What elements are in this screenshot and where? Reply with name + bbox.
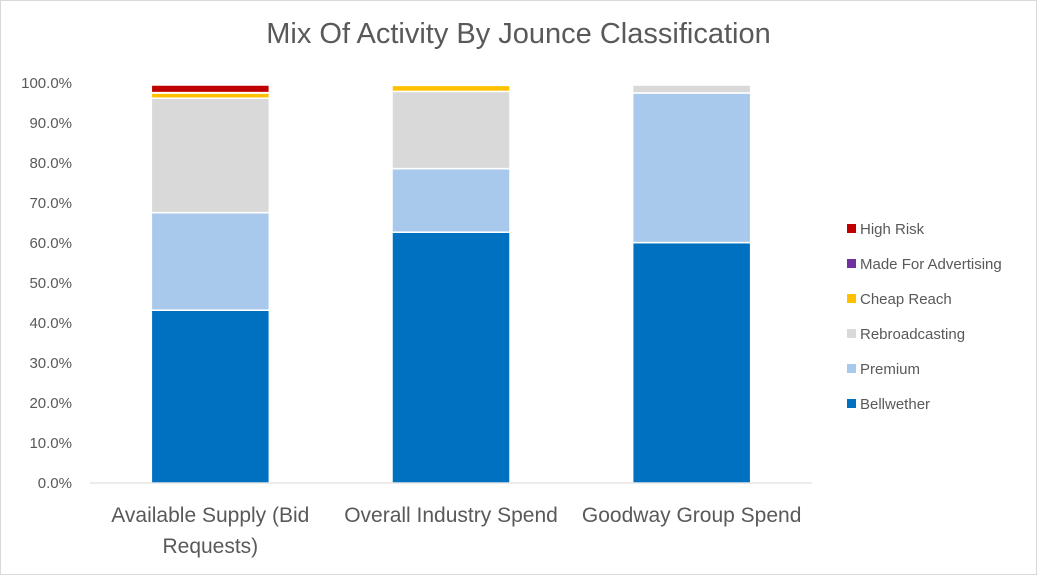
- bar-segment: [150, 84, 271, 94]
- legend-swatch: [847, 399, 856, 408]
- legend-label: Premium: [860, 361, 920, 378]
- bar-segment: [391, 231, 511, 484]
- y-tick-label: 10.0%: [29, 435, 72, 452]
- y-tick-label: 70.0%: [29, 195, 72, 212]
- bar-segment: [631, 84, 752, 94]
- bar-segment: [391, 90, 511, 170]
- y-tick-label: 50.0%: [29, 275, 72, 292]
- legend-swatch: [847, 224, 856, 233]
- legend-swatch: [847, 259, 856, 268]
- x-tick-label: Available Supply (Bid Requests): [111, 504, 309, 558]
- bar-segment: [150, 92, 271, 99]
- y-tick-label: 20.0%: [29, 395, 72, 412]
- legend-label: Rebroadcasting: [860, 326, 965, 343]
- legend-item: High Risk: [847, 221, 925, 238]
- bar-segment: [391, 84, 511, 93]
- y-tick-label: 90.0%: [29, 115, 72, 132]
- y-tick-label: 80.0%: [29, 155, 72, 172]
- bar-segment: [150, 97, 271, 214]
- bar-segment: [150, 309, 271, 484]
- legend-swatch: [847, 329, 856, 338]
- legend-swatch: [847, 364, 856, 373]
- bar-segment: [150, 211, 271, 311]
- legend-label: Made For Advertising: [860, 256, 1002, 273]
- y-tick-label: 30.0%: [29, 355, 72, 372]
- bar-segment: [391, 167, 511, 233]
- legend-item: Made For Advertising: [847, 256, 1002, 273]
- legend-label: High Risk: [860, 221, 925, 238]
- legend-label: Bellwether: [860, 396, 930, 413]
- y-tick-label: 60.0%: [29, 235, 72, 252]
- chart-title: Mix Of Activity By Jounce Classification: [266, 18, 771, 50]
- legend-item: Rebroadcasting: [847, 326, 965, 343]
- bar-segment: [631, 241, 752, 484]
- legend-label: Cheap Reach: [860, 291, 952, 308]
- y-tick-label: 40.0%: [29, 315, 72, 332]
- bar-segment: [631, 92, 752, 244]
- y-tick-label: 0.0%: [38, 475, 72, 492]
- legend-item: Cheap Reach: [847, 291, 952, 308]
- legend-item: Bellwether: [847, 396, 930, 413]
- legend-item: Premium: [847, 361, 920, 378]
- x-tick-label: Goodway Group Spend: [582, 504, 801, 527]
- x-tick-label: Overall Industry Spend: [344, 504, 558, 527]
- y-tick-label: 100.0%: [21, 75, 72, 92]
- legend-swatch: [847, 294, 856, 303]
